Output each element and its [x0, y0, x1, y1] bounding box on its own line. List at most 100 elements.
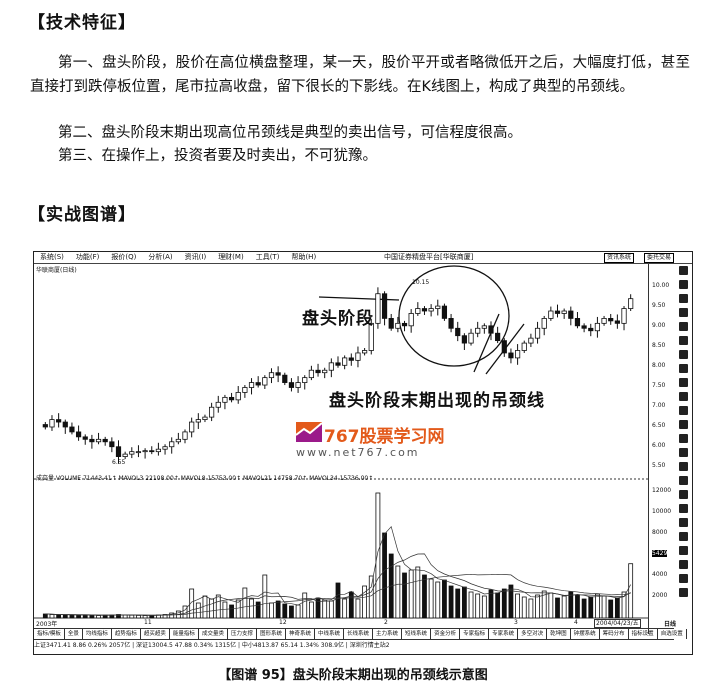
date-label: 12 — [279, 619, 287, 626]
toolbar-tool-icon[interactable] — [679, 350, 688, 359]
menu-item[interactable]: 工具(T) — [255, 253, 280, 261]
price-tick: 6.50 — [652, 422, 666, 429]
candle — [568, 310, 574, 319]
volume-bar — [402, 572, 407, 619]
highlight-ellipse — [398, 265, 510, 367]
indicator-tab[interactable]: 能量指标 — [170, 629, 199, 639]
toolbar-tool-icon[interactable] — [679, 560, 688, 569]
date-label: 2 — [384, 619, 388, 626]
indicator-tab[interactable]: 短线系统 — [402, 629, 432, 639]
volume-header: 成交量 VOLUME 71443.41↑ MAVOL3 22108.00↑ MA… — [36, 475, 374, 482]
toolbar-tool-icon[interactable] — [679, 504, 688, 513]
trade-button[interactable]: 委托交易 — [644, 253, 675, 263]
toolbar-tool-icon[interactable] — [679, 476, 688, 485]
status-bar: 上证3471.41 8.86 0.26% 2057亿 | 深证13004.5 4… — [34, 642, 390, 649]
candle — [222, 396, 228, 403]
toolbar-tool-icon[interactable] — [679, 574, 688, 583]
volume-bar — [528, 598, 534, 619]
candle — [195, 419, 201, 423]
period-label[interactable]: 日线 — [664, 621, 677, 628]
toolbar-tool-icon[interactable] — [679, 462, 688, 471]
toolbar-tool-icon[interactable] — [679, 448, 688, 457]
candle — [162, 446, 168, 450]
toolbar-tool-icon[interactable] — [679, 336, 688, 345]
indicator-tab[interactable]: 主力系统 — [373, 629, 403, 639]
menu-item[interactable]: 系统(S) — [40, 253, 64, 261]
indicator-tab[interactable]: 超买超卖 — [141, 629, 170, 639]
toolbar-tool-icon[interactable] — [679, 280, 688, 289]
volume-bar — [581, 598, 587, 619]
candle — [521, 342, 527, 351]
toolbar-tool-icon[interactable] — [679, 364, 688, 373]
toolbar-tool-icon[interactable] — [679, 490, 688, 499]
volume-tick: 12000 — [652, 487, 672, 494]
toolbar-tool-icon[interactable] — [679, 378, 688, 387]
menu-item[interactable]: 报价(Q) — [111, 253, 137, 261]
menu-item[interactable]: 功能(F) — [75, 253, 100, 261]
candle — [288, 382, 295, 388]
toolbar-tool-icon[interactable] — [679, 294, 688, 303]
volume-bar — [275, 600, 281, 619]
candle — [95, 438, 102, 443]
indicator-tab[interactable]: 多空对决 — [518, 629, 548, 639]
menu-item[interactable]: 理财(M) — [218, 253, 244, 261]
candle — [135, 451, 142, 454]
volume-bar — [129, 614, 135, 619]
paragraph-3: 第三、在操作上，投资者要及时卖出，不可犹豫。 — [58, 148, 377, 164]
indicator-tab[interactable]: 专家系统 — [489, 629, 519, 639]
toolbar-tool-icon[interactable] — [679, 392, 688, 401]
toolbar-tool-icon[interactable] — [679, 322, 688, 331]
candle — [62, 421, 68, 428]
toolbar-tool-icon[interactable] — [679, 532, 688, 541]
indicator-tab[interactable]: 中线系统 — [315, 629, 345, 639]
indicator-tab[interactable]: 指标设置 — [629, 629, 658, 639]
toolbar-tool-icon[interactable] — [679, 420, 688, 429]
candle — [82, 436, 88, 440]
indicator-tab[interactable]: 图形系统 — [257, 629, 286, 639]
volume-bar — [442, 579, 447, 619]
candle — [415, 308, 421, 314]
indicator-tab[interactable]: 乾坤图 — [547, 629, 571, 639]
volume-bar — [355, 598, 361, 619]
indicator-tabs: 指标/模板 全景 均线指标 趋势指标 超买超卖 能量指标 成交量类 压力支撑 图形系统 神奇系统中… — [34, 628, 687, 640]
toolbar-tool-icon[interactable] — [679, 518, 688, 527]
indicator-tab[interactable]: 指标/模板 — [34, 629, 65, 639]
menu-item[interactable]: 帮助(H) — [291, 253, 317, 261]
toolbar-tool-icon[interactable] — [679, 434, 688, 443]
indicator-tab[interactable]: 均线指标 — [83, 629, 112, 639]
indicator-tab[interactable]: 长线系统 — [344, 629, 374, 639]
candle — [608, 318, 614, 322]
watermark-title: 767股票学习网 — [324, 427, 445, 447]
indicator-tab[interactable]: 趋势指标 — [112, 629, 141, 639]
info-system-button[interactable]: 资讯系统 — [604, 253, 635, 263]
candle — [315, 369, 321, 374]
candle — [594, 322, 601, 332]
toolbar-tool-icon[interactable] — [679, 406, 688, 415]
price-tick: 8.00 — [652, 362, 666, 369]
indicator-tab[interactable]: 专家指标 — [460, 629, 490, 639]
candle — [488, 325, 494, 334]
indicator-tab[interactable]: 压力支撑 — [228, 629, 257, 639]
menu-item[interactable]: 资讯(I) — [184, 253, 207, 261]
menu-item[interactable]: 分析(A) — [148, 253, 173, 261]
toolbar-tool-icon[interactable] — [679, 266, 688, 275]
candle — [262, 377, 268, 386]
candle — [501, 340, 507, 354]
volume-bar — [428, 578, 434, 619]
toolbar-tool-icon[interactable] — [679, 308, 688, 317]
indicator-tab[interactable]: 钟摆系统 — [571, 629, 600, 639]
indicator-tab[interactable]: 神奇系统 — [286, 629, 315, 639]
paragraph-1: 第一、盘头阶段，股价在高位横盘整理，某一天，股价平开或者略微低开之后，大幅度打低… — [30, 55, 690, 95]
volume-bar — [435, 581, 441, 619]
indicator-tab[interactable]: 自选设置 — [658, 629, 687, 639]
indicator-tab[interactable]: 筹码分布 — [600, 629, 629, 639]
indicator-tab[interactable]: 资金分析 — [431, 629, 461, 639]
candle — [554, 310, 561, 314]
indicator-tab[interactable]: 全景 — [65, 629, 83, 639]
toolbar-tool-icon[interactable] — [679, 546, 688, 555]
indicator-tab[interactable]: 成交量类 — [199, 629, 228, 639]
annotation-top: 盘头阶段 — [302, 309, 374, 329]
candle — [155, 448, 162, 453]
toolbar-tool-icon[interactable] — [679, 588, 688, 597]
stock-chart-screenshot: 系统(S) 功能(F) 报价(Q) 分析(A) 资讯(I) 理财(M) 工具(T) 帮助(H)… — [33, 251, 693, 655]
